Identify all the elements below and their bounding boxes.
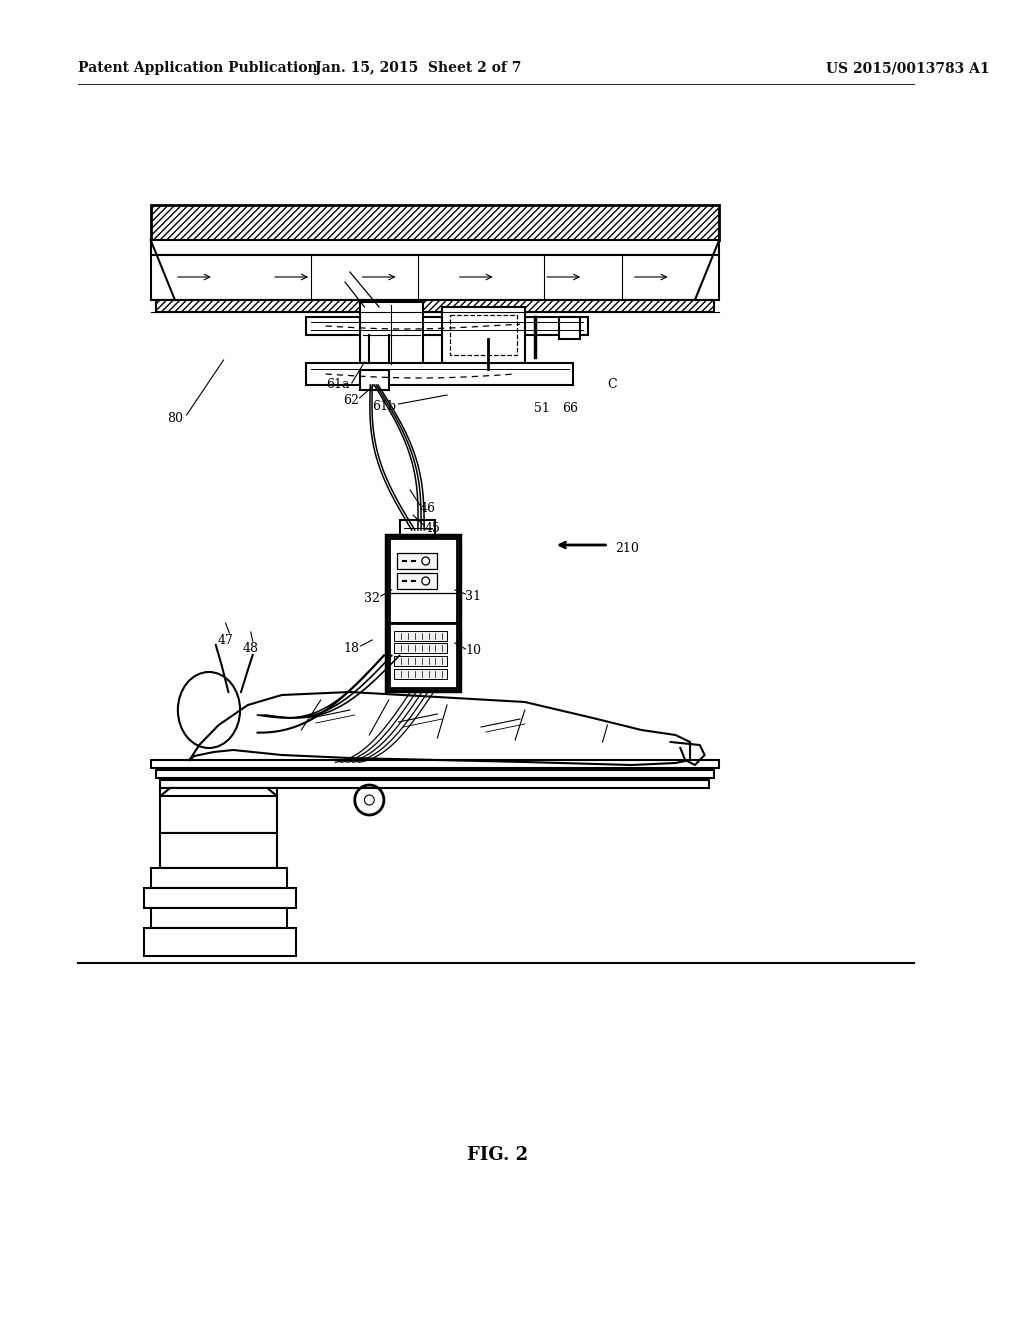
Text: Patent Application Publication: Patent Application Publication [78, 61, 317, 75]
Bar [359, 302, 423, 367]
Bar [400, 520, 435, 539]
Text: 47: 47 [217, 634, 233, 647]
Text: 31: 31 [465, 590, 481, 602]
Bar [161, 780, 710, 788]
Bar [156, 770, 715, 777]
Text: 32: 32 [365, 591, 380, 605]
Bar [386, 535, 460, 690]
Bar [359, 370, 389, 389]
Bar [396, 553, 437, 569]
Ellipse shape [178, 672, 240, 748]
Bar [143, 928, 296, 956]
Text: FIG. 2: FIG. 2 [467, 1146, 528, 1164]
Bar [161, 833, 276, 869]
Text: 66: 66 [562, 401, 579, 414]
Bar [306, 317, 588, 335]
Bar [306, 363, 573, 385]
Text: 45: 45 [425, 521, 440, 535]
Bar [396, 573, 437, 589]
Text: 61b: 61b [372, 400, 396, 412]
Text: 10: 10 [465, 644, 481, 657]
Bar [151, 760, 719, 768]
Bar [393, 643, 447, 653]
Polygon shape [161, 788, 276, 796]
Bar [450, 315, 517, 355]
Text: US 2015/0013783 A1: US 2015/0013783 A1 [826, 61, 990, 75]
Text: 48: 48 [243, 642, 259, 655]
Bar [151, 240, 719, 255]
Bar [156, 300, 715, 312]
Bar [389, 623, 457, 688]
Bar [559, 317, 581, 339]
Bar [393, 631, 447, 642]
Bar [442, 308, 525, 378]
Bar [151, 908, 287, 928]
Text: C: C [607, 379, 617, 392]
Bar [161, 788, 276, 833]
Text: Jan. 15, 2015  Sheet 2 of 7: Jan. 15, 2015 Sheet 2 of 7 [314, 61, 521, 75]
Bar [151, 255, 719, 300]
Bar [393, 669, 447, 678]
Text: 46: 46 [420, 502, 435, 515]
Text: 62: 62 [343, 393, 358, 407]
Bar [393, 656, 447, 667]
Text: 80: 80 [167, 412, 183, 425]
Text: 51: 51 [535, 401, 550, 414]
Bar [143, 888, 296, 908]
Bar [151, 205, 719, 240]
Text: 210: 210 [615, 541, 639, 554]
Bar [151, 869, 287, 888]
Text: 18: 18 [344, 642, 359, 655]
Text: 61a: 61a [327, 379, 350, 392]
Bar [389, 539, 457, 623]
